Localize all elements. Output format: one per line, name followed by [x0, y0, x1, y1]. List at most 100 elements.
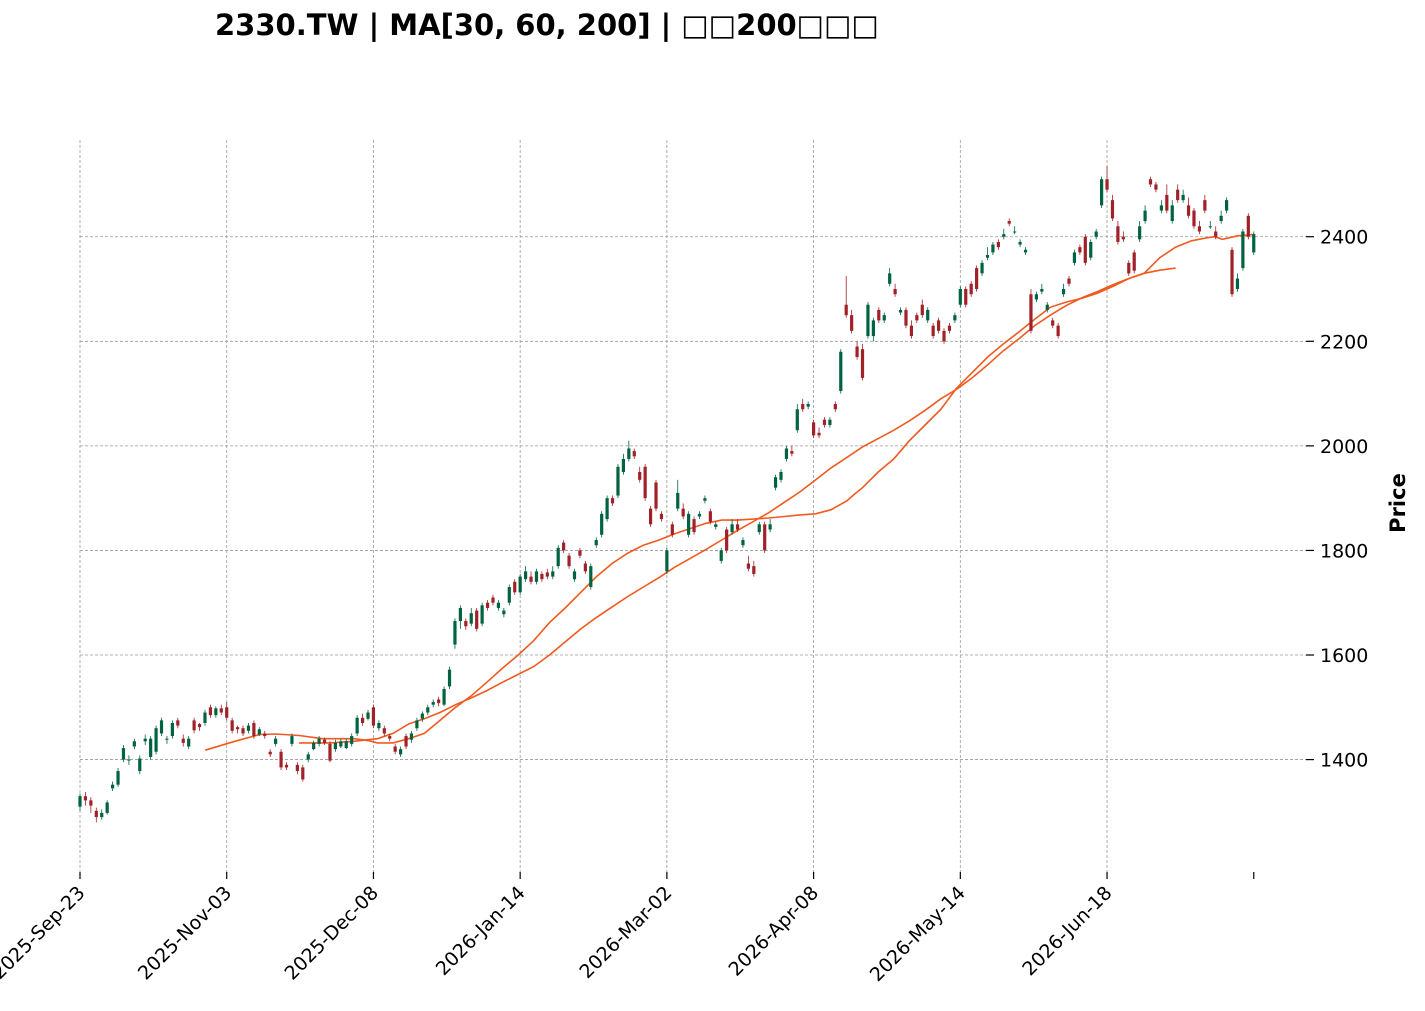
- candle: [252, 720, 256, 739]
- candle-body: [154, 728, 158, 752]
- x-tick-label: 2026-Mar-02: [575, 882, 676, 983]
- candle-body: [197, 724, 202, 728]
- candle-body: [1148, 179, 1153, 185]
- candle-body: [975, 268, 979, 290]
- candle: [1105, 166, 1109, 193]
- candle-body: [1078, 247, 1082, 253]
- candle: [1219, 210, 1223, 224]
- candle: [208, 704, 213, 718]
- candle: [485, 600, 490, 611]
- candle: [1018, 239, 1022, 248]
- candle: [333, 739, 338, 752]
- candle: [860, 343, 865, 381]
- candle: [225, 702, 229, 721]
- y-tick-label: 2000: [1320, 436, 1368, 458]
- candle: [866, 302, 870, 339]
- candle-body: [942, 330, 946, 342]
- candle-body: [578, 550, 582, 556]
- candle: [692, 516, 696, 535]
- candle-body: [415, 720, 419, 729]
- candle-body: [741, 539, 745, 546]
- candle: [1170, 200, 1174, 224]
- candle: [594, 537, 598, 548]
- candle-body: [159, 720, 164, 734]
- candle: [931, 323, 935, 339]
- candle-body: [350, 736, 354, 744]
- candle-body: [132, 741, 136, 747]
- candle-body: [1138, 226, 1142, 240]
- candle-body: [480, 605, 484, 624]
- candle-body: [1235, 278, 1240, 290]
- candle-body: [502, 610, 506, 615]
- candle-body: [1089, 241, 1093, 258]
- candle-body: [366, 712, 370, 719]
- candle-body: [225, 707, 229, 718]
- candle: [1159, 200, 1163, 214]
- candle: [817, 427, 821, 439]
- candle: [322, 737, 327, 745]
- candle-body: [1067, 278, 1071, 284]
- candle-body: [1192, 210, 1196, 227]
- candle: [877, 307, 881, 323]
- candle-body: [518, 576, 522, 593]
- candle: [1056, 323, 1060, 339]
- candle-body: [1121, 236, 1125, 240]
- candle: [442, 686, 446, 707]
- candle: [1116, 221, 1120, 245]
- candle: [697, 511, 702, 520]
- candle-body: [572, 571, 577, 580]
- candle-body: [1105, 179, 1109, 190]
- candle-body: [105, 802, 109, 813]
- y-axis: 1400 1600 1800 2000 2200 2400: [1306, 227, 1368, 772]
- x-axis: 2025-Sep-23 2025-Nov-03 2025-Dec-08 2026-Ja…: [0, 872, 1255, 986]
- candle: [274, 736, 278, 747]
- grid: [79, 140, 1306, 872]
- candle-body: [1214, 231, 1218, 237]
- candle: [915, 312, 919, 323]
- candle: [621, 453, 626, 475]
- candle-body: [958, 289, 962, 305]
- candle-body: [431, 702, 435, 705]
- y-tick-label: 2400: [1320, 227, 1368, 249]
- candle: [523, 566, 528, 582]
- candle: [703, 495, 707, 504]
- candle: [1224, 197, 1229, 214]
- candle-body: [790, 451, 794, 454]
- candle: [659, 511, 664, 522]
- candle: [1083, 234, 1087, 266]
- candle: [83, 792, 88, 806]
- candle-body: [1127, 262, 1131, 274]
- candle-body: [1002, 234, 1006, 237]
- candle: [290, 733, 294, 747]
- candle: [111, 781, 115, 791]
- candle-body: [1023, 249, 1028, 253]
- candle-body: [149, 738, 153, 757]
- candle: [556, 545, 560, 569]
- candle: [197, 722, 202, 731]
- candle: [1203, 194, 1207, 214]
- candle-body: [567, 555, 571, 567]
- candle-body: [730, 524, 734, 533]
- candle-body: [980, 262, 984, 274]
- candle-body: [485, 602, 490, 608]
- candle-body: [1252, 234, 1256, 253]
- candle-body: [442, 689, 446, 705]
- candle: [1023, 247, 1028, 256]
- candle-body: [855, 346, 859, 357]
- candle: [763, 521, 767, 554]
- candle-body: [100, 812, 104, 818]
- x-tick-label: 2025-Nov-03: [134, 882, 236, 984]
- candle-body: [556, 547, 560, 567]
- candle-body: [1219, 215, 1223, 222]
- candle-body: [703, 498, 707, 501]
- candle: [975, 265, 979, 292]
- candle: [1143, 205, 1147, 224]
- candle-body: [420, 713, 424, 719]
- candle: [409, 730, 414, 743]
- candle: [431, 699, 435, 708]
- candle-body: [926, 309, 930, 321]
- candle: [507, 584, 511, 606]
- candle-body: [1165, 194, 1169, 211]
- candle-body: [382, 728, 386, 734]
- candle-body: [936, 320, 941, 331]
